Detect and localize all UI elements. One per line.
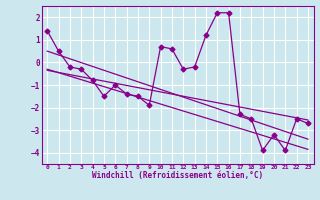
X-axis label: Windchill (Refroidissement éolien,°C): Windchill (Refroidissement éolien,°C) <box>92 171 263 180</box>
